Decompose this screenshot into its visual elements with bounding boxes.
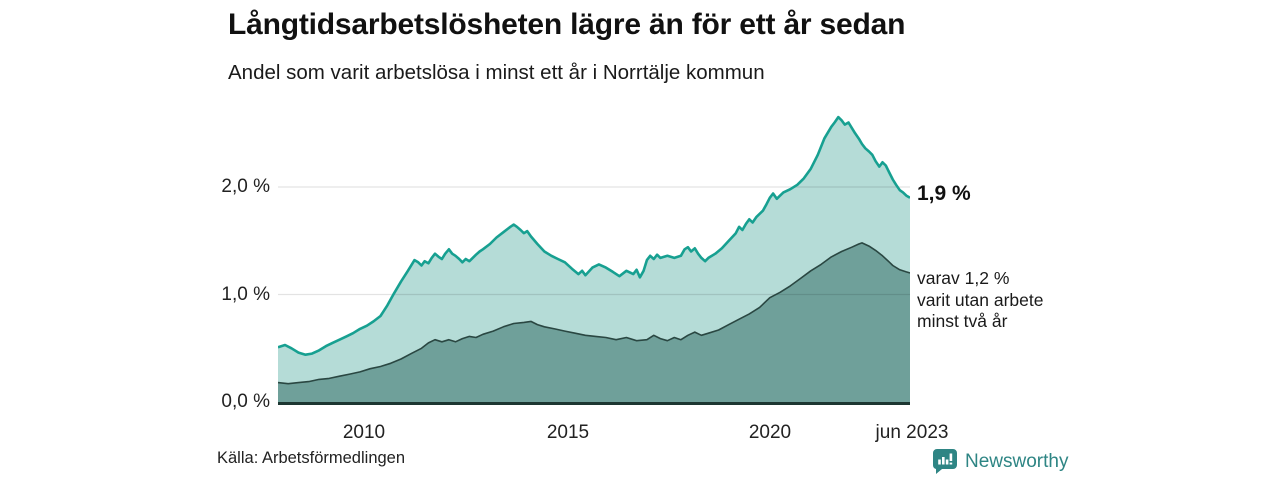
x-axis-tick-2015: 2015: [546, 422, 590, 443]
newsworthy-icon: [933, 449, 957, 474]
series2-annotation-line2: varit utan arbete: [917, 289, 1044, 310]
brand-logo: Newsworthy: [932, 448, 1068, 475]
series1-line: [278, 115, 910, 356]
area-chart: [278, 115, 910, 405]
x-axis-tick-2020: 2020: [748, 422, 792, 443]
y-axis-tick-0: 0,0 %: [221, 391, 270, 412]
series2-annotation-line1: varav 1,2 %: [917, 268, 1010, 288]
source-credit: Källa: Arbetsförmedlingen: [217, 449, 406, 467]
series2-annotation-line3: minst två år: [917, 311, 1008, 331]
chart-subtitle: Andel som varit arbetslösa i minst ett å…: [228, 61, 765, 84]
series2-end-annotation: varav 1,2 % varit utan arbete minst två …: [917, 268, 1043, 333]
series1-end-value-label: 1,9 %: [917, 182, 971, 205]
chart-title: Långtidsarbetslösheten lägre än för ett …: [228, 8, 906, 41]
y-axis-tick-2: 2,0 %: [221, 176, 270, 197]
x-axis-tick-2010: 2010: [342, 422, 386, 443]
series2-line: [278, 242, 910, 385]
x-axis-tick-jun-2023: jun 2023: [875, 422, 949, 443]
series2-area-fill: [278, 242, 910, 402]
y-axis-tick-1: 1,0 %: [221, 284, 270, 305]
brand-wordmark: Newsworthy: [965, 450, 1069, 472]
